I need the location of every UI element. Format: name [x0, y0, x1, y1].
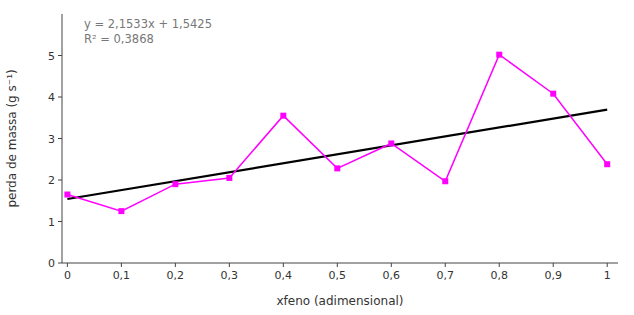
data-point — [172, 181, 178, 187]
y-tick — [58, 55, 62, 56]
x-tick-label: 0,7 — [437, 269, 455, 282]
x-tick — [499, 263, 500, 267]
y-tick-label: 5 — [48, 50, 55, 63]
y-tick — [58, 221, 62, 222]
y-axis-line — [62, 14, 63, 263]
y-axis: 0 1 2 3 4 5 — [48, 14, 62, 270]
x-tick — [67, 263, 68, 267]
x-tick — [391, 263, 392, 267]
y-tick-label: 3 — [48, 133, 55, 146]
chart: 0 0,1 0,2 0,3 0,4 0,5 0,6 0,7 0,8 0,9 1 0 1 2 3 4 5 xfeno… — [0, 0, 634, 315]
page: {"chart_data": { "type": "line", "x": [0… — [0, 0, 634, 315]
data-point — [64, 192, 70, 198]
trend-line — [67, 110, 607, 199]
y-axis-label: perda de massa (g s⁻¹) — [5, 69, 19, 207]
y-tick-label: 4 — [48, 91, 55, 104]
y-tick — [58, 180, 62, 181]
data-point — [226, 175, 232, 181]
x-tick-label: 0,3 — [221, 269, 239, 282]
x-tick-label: 0,8 — [490, 269, 508, 282]
x-tick-label: 0,9 — [544, 269, 562, 282]
x-tick-label: 0,5 — [329, 269, 347, 282]
data-point — [280, 113, 286, 119]
x-tick — [229, 263, 230, 267]
y-tick — [58, 263, 62, 264]
data-point — [118, 208, 124, 214]
x-tick — [283, 263, 284, 267]
data-line — [67, 55, 607, 211]
x-tick — [553, 263, 554, 267]
x-tick-label: 0,2 — [167, 269, 185, 282]
data-point — [388, 140, 394, 146]
x-tick — [607, 263, 608, 267]
y-tick-label: 1 — [48, 216, 55, 229]
x-tick — [445, 263, 446, 267]
x-tick-label: 0,4 — [275, 269, 293, 282]
annotation: y = 2,1533x + 1,5425R² = 0,3868 — [84, 17, 212, 46]
x-axis-label: xfeno (adimensional) — [276, 294, 403, 308]
y-tick-label: 2 — [48, 174, 55, 187]
x-tick — [337, 263, 338, 267]
y-tick-label: 0 — [48, 257, 55, 270]
x-axis: 0 0,1 0,2 0,3 0,4 0,5 0,6 0,7 0,8 0,9 1 — [62, 263, 618, 282]
data-point — [334, 165, 340, 171]
y-tick — [58, 97, 62, 98]
x-tick — [121, 263, 122, 267]
data-point — [442, 178, 448, 184]
x-tick-label: 0,1 — [113, 269, 131, 282]
plot-area — [64, 52, 610, 214]
data-point — [604, 161, 610, 167]
x-tick-label: 0 — [64, 269, 71, 282]
data-point — [550, 91, 556, 97]
x-axis-line — [62, 263, 618, 264]
x-tick — [175, 263, 176, 267]
x-tick-label: 1 — [604, 269, 611, 282]
data-point — [496, 52, 502, 58]
x-tick-label: 0,6 — [383, 269, 401, 282]
annotation-line: y = 2,1533x + 1,5425 — [84, 17, 212, 31]
annotation-line: R² = 0,3868 — [84, 32, 154, 46]
y-tick — [58, 138, 62, 139]
